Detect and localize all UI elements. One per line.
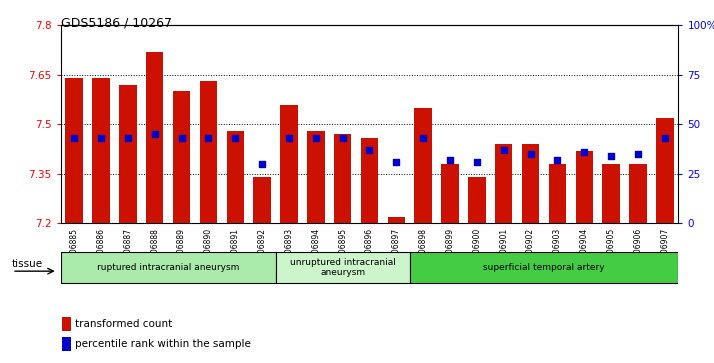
Bar xyxy=(603,164,620,223)
Point xyxy=(659,135,670,141)
Text: GDS5186 / 10267: GDS5186 / 10267 xyxy=(61,16,171,29)
Bar xyxy=(522,144,539,223)
Bar xyxy=(656,118,673,223)
Text: transformed count: transformed count xyxy=(75,319,172,329)
Bar xyxy=(388,217,405,223)
Bar xyxy=(629,164,647,223)
Bar xyxy=(414,108,432,223)
Point xyxy=(525,151,536,157)
Bar xyxy=(280,105,298,223)
Point xyxy=(391,159,402,165)
Bar xyxy=(276,252,410,283)
Point xyxy=(310,135,321,141)
Point xyxy=(444,157,456,163)
Point xyxy=(633,151,644,157)
Bar xyxy=(61,252,276,283)
Bar xyxy=(92,78,110,223)
Point xyxy=(69,135,80,141)
Bar xyxy=(146,52,164,223)
Bar xyxy=(575,151,593,223)
Point xyxy=(149,131,161,137)
Point xyxy=(552,157,563,163)
Bar xyxy=(119,85,136,223)
Point xyxy=(95,135,106,141)
Bar xyxy=(226,131,244,223)
Bar xyxy=(173,91,190,223)
Point xyxy=(337,135,348,141)
Point xyxy=(229,135,241,141)
Bar xyxy=(495,144,513,223)
Point xyxy=(122,135,134,141)
Point xyxy=(176,135,187,141)
Point xyxy=(498,147,510,153)
Text: ruptured intracranial aneurysm: ruptured intracranial aneurysm xyxy=(97,263,239,272)
Point xyxy=(256,161,268,167)
Bar xyxy=(66,78,83,223)
Point xyxy=(578,149,590,155)
Bar xyxy=(63,337,71,351)
Text: tissue: tissue xyxy=(12,259,44,269)
Bar xyxy=(441,164,459,223)
Point xyxy=(363,147,375,153)
Bar xyxy=(200,81,217,223)
Bar xyxy=(410,252,678,283)
Bar xyxy=(468,177,486,223)
Point xyxy=(203,135,214,141)
Text: percentile rank within the sample: percentile rank within the sample xyxy=(75,339,251,349)
Text: unruptured intracranial
aneurysm: unruptured intracranial aneurysm xyxy=(290,258,396,277)
Bar xyxy=(549,164,566,223)
Bar xyxy=(253,177,271,223)
Point xyxy=(471,159,483,165)
Bar xyxy=(361,138,378,223)
Text: superficial temporal artery: superficial temporal artery xyxy=(483,263,605,272)
Point xyxy=(605,153,617,159)
Bar xyxy=(307,131,325,223)
Point xyxy=(418,135,429,141)
Bar xyxy=(334,134,351,223)
Point xyxy=(283,135,295,141)
Bar xyxy=(63,317,71,331)
